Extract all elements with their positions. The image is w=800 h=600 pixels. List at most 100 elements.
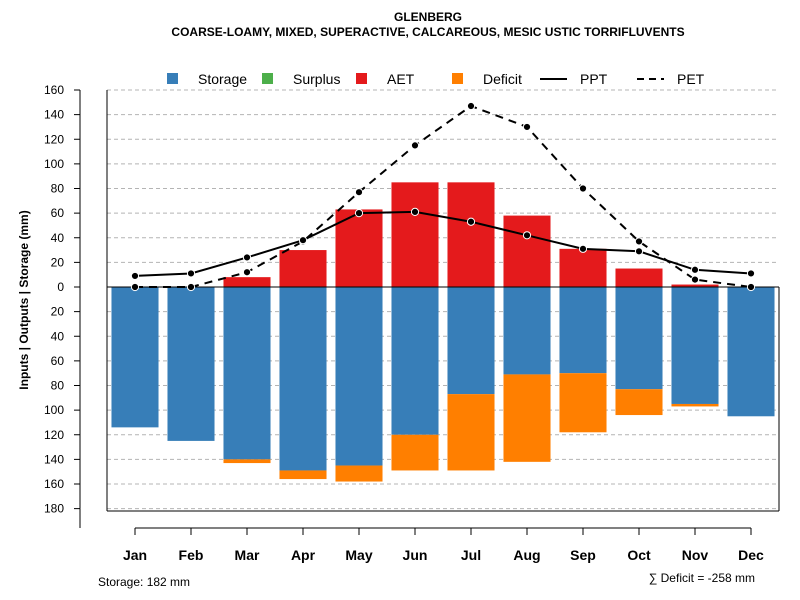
bar-deficit (503, 374, 551, 462)
legend-label-ppt: PPT (580, 71, 608, 87)
ppt-point (242, 253, 252, 262)
x-tick-label: Oct (627, 547, 651, 563)
ppt-line (134, 210, 752, 277)
bar-aet (615, 268, 663, 287)
y-tick-label: 140 (44, 452, 64, 466)
y-tick-label: 60 (51, 206, 65, 220)
bar-deficit (447, 394, 495, 471)
x-tick-label: Dec (738, 547, 764, 563)
pet-point (130, 282, 140, 292)
bar-aet (391, 182, 439, 287)
pet-point (578, 184, 588, 193)
bar-deficit (279, 470, 327, 480)
bar-deficit (223, 459, 271, 464)
pet-point (634, 237, 644, 246)
y-tick-label: 80 (51, 379, 65, 393)
legend-label-aet: AET (387, 71, 415, 87)
bar-aet (335, 209, 383, 287)
y-tick-label: 140 (44, 108, 64, 122)
legend-swatch-deficit (452, 73, 463, 84)
bar-aet (503, 215, 551, 287)
ppt-point (186, 269, 196, 278)
bar-aet (223, 277, 271, 287)
bar-storage (559, 287, 607, 374)
ppt-point (578, 244, 588, 253)
deficit-note: ∑ Deficit = -258 mm (649, 571, 755, 585)
legend-label-pet: PET (677, 71, 705, 87)
zero-line-group (106, 90, 780, 512)
bar-storage (615, 287, 663, 390)
ppt-point (522, 231, 532, 240)
legend: Storage Surplus AET Deficit PPT PET (167, 71, 705, 87)
x-tick-label: Jul (461, 547, 481, 563)
bar-storage (223, 287, 271, 460)
pet-line (135, 104, 752, 288)
bar-storage (671, 287, 719, 404)
ppt-point (690, 265, 700, 274)
pet-point (522, 122, 532, 132)
bar-storage (727, 287, 775, 417)
y-axis-label: Inputs | Outputs | Storage (mm) (17, 210, 31, 389)
pet-point (690, 275, 700, 284)
grid (107, 89, 779, 510)
y-tick-label: 100 (44, 157, 64, 171)
ppt-point (746, 269, 756, 278)
bar-aet (447, 182, 495, 287)
ppt-point (130, 271, 140, 281)
bar-aet (559, 248, 607, 287)
bar-storage (391, 287, 439, 435)
pet-point (746, 282, 756, 292)
storage-note: Storage: 182 mm (98, 575, 190, 589)
x-axis: Jan Feb Mar Apr May Jun Jul Aug Sep Oct Nov Dec (123, 527, 764, 563)
x-tick-label: Aug (513, 547, 540, 563)
x-tick-label: May (345, 547, 372, 563)
y-tick-label: 20 (51, 305, 65, 319)
y-tick-label: 0 (57, 280, 64, 294)
bar-deficit (559, 373, 607, 433)
x-tick-label: Jun (403, 547, 428, 563)
legend-label-storage: Storage (198, 71, 247, 87)
y-tick-label: 120 (44, 132, 64, 146)
bar-deficit (391, 434, 439, 471)
bar-deficit (335, 465, 383, 482)
y-tick-label: 80 (51, 182, 65, 196)
legend-label-deficit: Deficit (483, 71, 522, 87)
ppt-point (634, 247, 644, 256)
bars (111, 182, 775, 482)
x-tick-label: Sep (570, 547, 596, 563)
legend-swatch-aet (356, 73, 367, 84)
y-tick-label: 40 (51, 231, 65, 245)
bar-aet (671, 284, 719, 287)
ppt-point (410, 207, 420, 216)
chart-subtitle: COARSE-LOAMY, MIXED, SUPERACTIVE, CALCAR… (171, 25, 684, 39)
pet-point (466, 101, 476, 111)
legend-label-surplus: Surplus (293, 71, 340, 87)
bar-storage (111, 287, 159, 428)
lines (130, 101, 756, 292)
chart-title: GLENBERG (394, 10, 462, 24)
x-tick-label: Apr (291, 547, 316, 563)
bar-storage (279, 287, 327, 471)
y-axis: 160 140 120 100 80 60 40 20 0 20 40 60 80 100 120 140 16… (44, 83, 81, 528)
bar-aet (279, 250, 327, 287)
x-tick-label: Mar (235, 547, 260, 563)
bar-storage (167, 287, 215, 441)
ppt-point (354, 209, 364, 218)
bar-storage (503, 287, 551, 375)
x-tick-label: Nov (682, 547, 709, 563)
bar-storage (335, 287, 383, 466)
bar-storage (447, 287, 495, 395)
x-tick-label: Jan (123, 547, 147, 563)
y-tick-label: 120 (44, 428, 64, 442)
bar-deficit (615, 389, 663, 416)
bar-deficit (671, 403, 719, 407)
y-tick-label: 100 (44, 403, 64, 417)
y-tick-label: 160 (44, 83, 64, 97)
y-tick-label: 60 (51, 354, 65, 368)
pet-point (242, 268, 252, 277)
y-tick-label: 20 (51, 255, 65, 269)
y-tick-label: 40 (51, 329, 65, 343)
pet-point (354, 188, 364, 197)
y-tick-label: 160 (44, 477, 64, 491)
